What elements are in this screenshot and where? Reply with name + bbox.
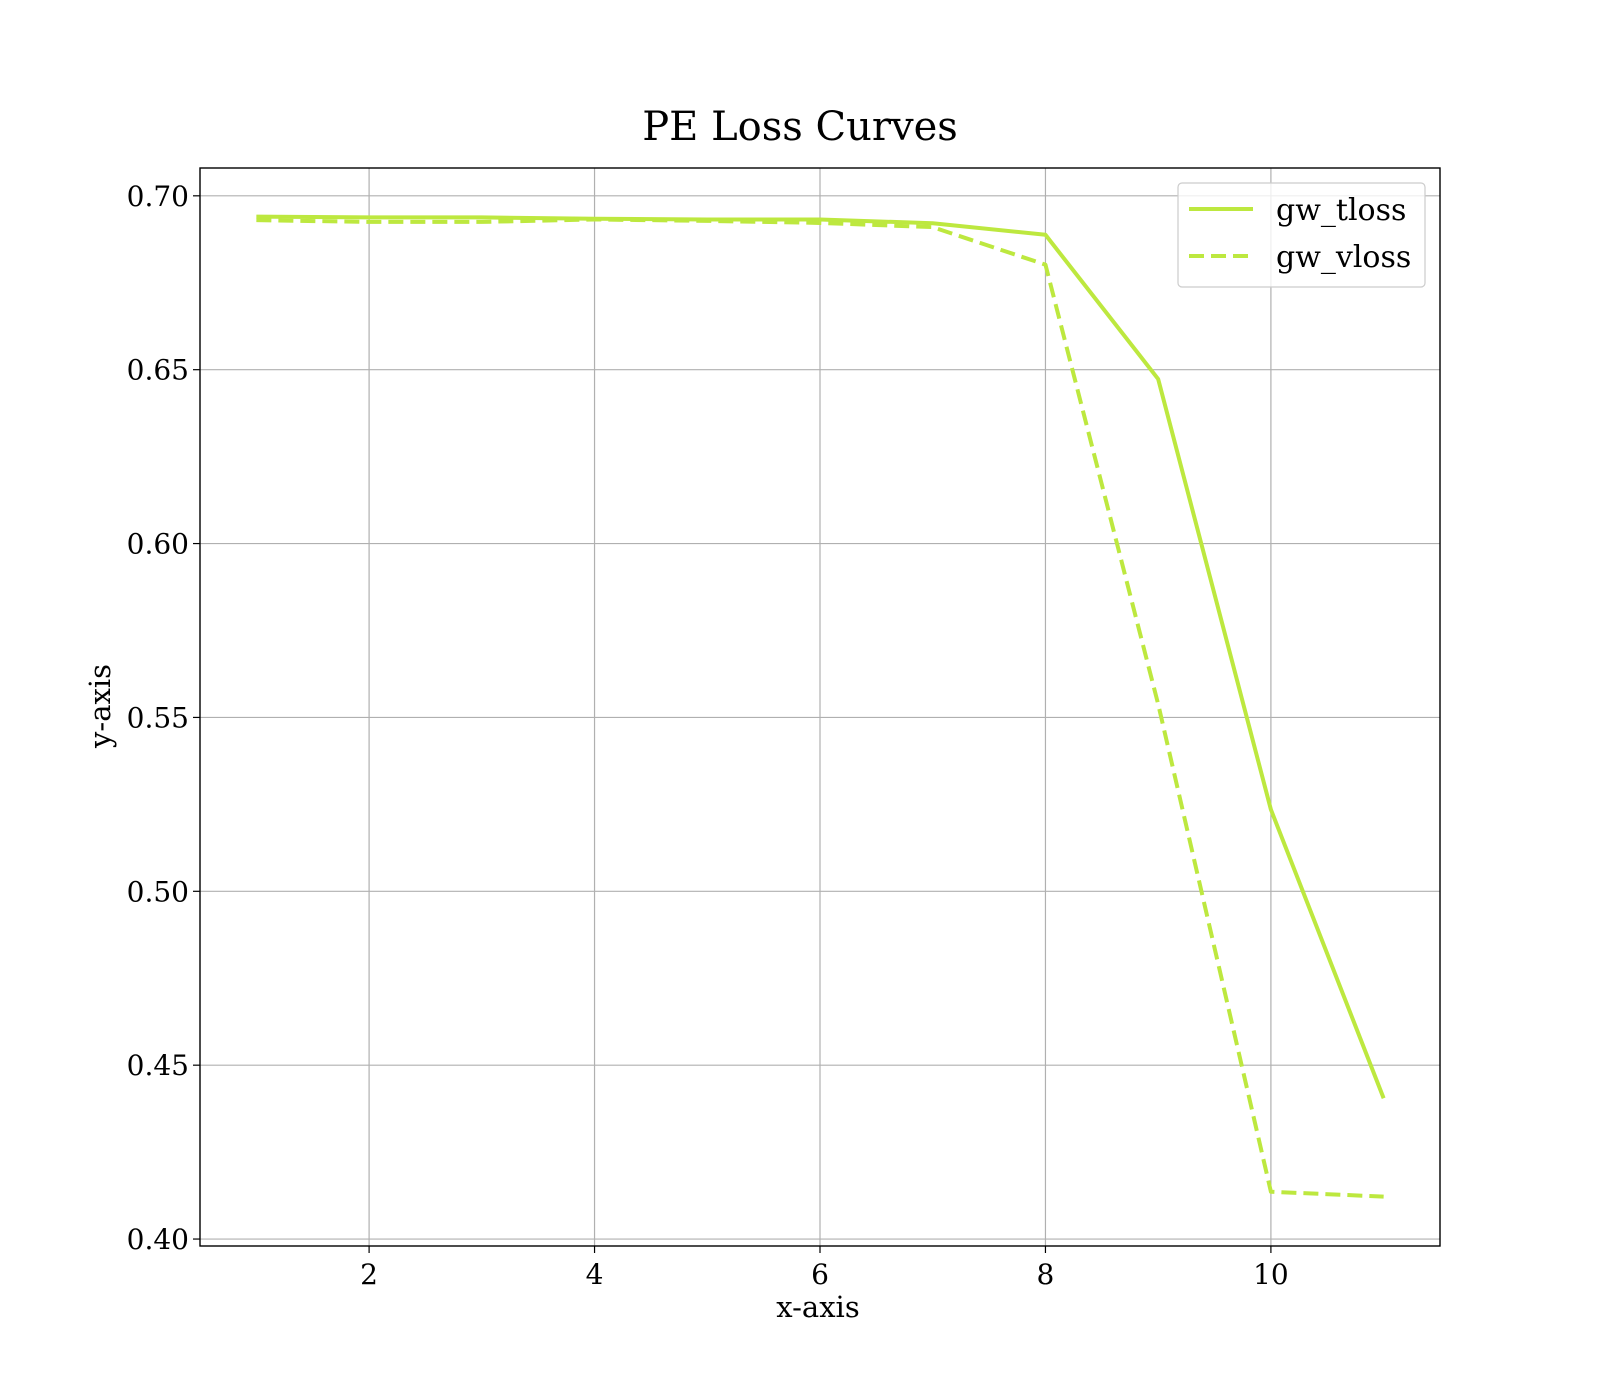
series-line-gw-vloss	[256, 217, 1384, 1199]
axis-ticks: 2 4 6 8 10 0.40 0.45 0.50 0.55 0.60 0.65 0.70	[127, 180, 1289, 1291]
x-tick-label: 6	[811, 1258, 829, 1291]
x-tick-label: 8	[1037, 1258, 1055, 1291]
legend-label-gw-tloss: gw_tloss	[1276, 193, 1406, 228]
chart-title: PE Loss Curves	[642, 104, 958, 150]
y-tick-label: 0.65	[127, 354, 189, 387]
grid	[200, 168, 1440, 1246]
x-tick-label: 10	[1253, 1258, 1289, 1291]
y-tick-label: 0.70	[127, 180, 189, 213]
series-line-gw-tloss	[256, 214, 1386, 1099]
y-tick-label: 0.45	[127, 1049, 189, 1082]
legend-label-gw-vloss: gw_vloss	[1276, 240, 1411, 275]
series-lines	[256, 214, 1386, 1199]
y-axis-label: y-axis	[83, 664, 117, 749]
legend: gw_tloss gw_vloss	[1177, 182, 1426, 288]
x-tick-label: 4	[586, 1258, 604, 1291]
y-tick-label: 0.60	[127, 528, 189, 561]
x-tick-label: 2	[360, 1258, 378, 1291]
y-tick-label: 0.55	[127, 701, 189, 734]
x-axis-label: x-axis	[776, 1290, 859, 1324]
y-tick-label: 0.50	[127, 875, 189, 908]
y-tick-label: 0.40	[127, 1223, 189, 1256]
